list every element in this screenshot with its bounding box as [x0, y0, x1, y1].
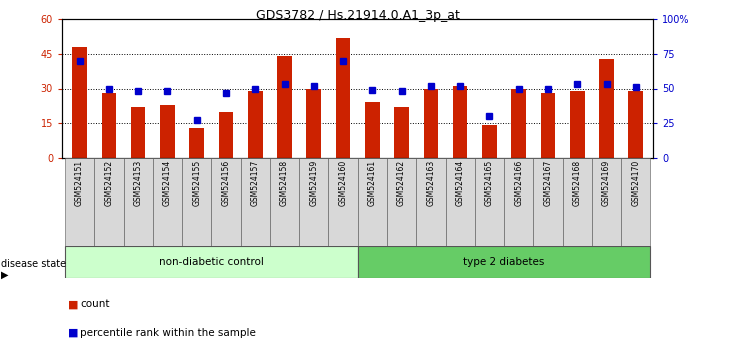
Text: GSM524163: GSM524163 — [426, 160, 435, 206]
Bar — [336, 38, 350, 158]
Text: type 2 diabetes: type 2 diabetes — [464, 257, 545, 267]
Bar — [65, 158, 94, 246]
Text: GSM524158: GSM524158 — [280, 160, 289, 206]
Bar — [131, 107, 145, 158]
Bar — [307, 88, 321, 158]
Text: GSM524154: GSM524154 — [163, 160, 172, 206]
Bar — [72, 47, 87, 158]
Text: non-diabetic control: non-diabetic control — [159, 257, 264, 267]
Text: GSM524159: GSM524159 — [310, 160, 318, 206]
Bar — [416, 158, 445, 246]
Bar — [212, 158, 241, 246]
Bar — [277, 56, 292, 158]
Bar — [241, 158, 270, 246]
Bar — [328, 158, 358, 246]
Bar — [592, 158, 621, 246]
Bar — [534, 158, 563, 246]
Bar — [541, 93, 556, 158]
Bar — [358, 158, 387, 246]
Bar — [299, 158, 328, 246]
Text: GSM524151: GSM524151 — [75, 160, 84, 206]
Bar — [474, 158, 504, 246]
Text: ■: ■ — [68, 328, 78, 338]
Bar — [629, 91, 643, 158]
Text: count: count — [80, 299, 110, 309]
Bar — [512, 88, 526, 158]
Bar — [94, 158, 123, 246]
Bar — [248, 91, 263, 158]
Bar — [153, 158, 182, 246]
Bar — [621, 158, 650, 246]
Text: GSM524170: GSM524170 — [631, 160, 640, 206]
Text: GSM524166: GSM524166 — [514, 160, 523, 206]
Text: GSM524160: GSM524160 — [339, 160, 347, 206]
Text: GSM524164: GSM524164 — [456, 160, 465, 206]
Text: GSM524169: GSM524169 — [602, 160, 611, 206]
Bar — [563, 158, 592, 246]
Text: ■: ■ — [68, 299, 78, 309]
Bar — [365, 102, 380, 158]
Bar — [101, 93, 116, 158]
Bar — [270, 158, 299, 246]
Text: GSM524162: GSM524162 — [397, 160, 406, 206]
Bar — [65, 246, 358, 278]
Bar — [219, 112, 234, 158]
Text: GSM524157: GSM524157 — [250, 160, 260, 206]
Bar — [394, 107, 409, 158]
Text: GSM524152: GSM524152 — [104, 160, 113, 206]
Text: ▶: ▶ — [1, 269, 9, 279]
Bar — [123, 158, 153, 246]
Text: GSM524153: GSM524153 — [134, 160, 142, 206]
Bar — [160, 105, 174, 158]
Text: GSM524156: GSM524156 — [221, 160, 231, 206]
Bar — [504, 158, 534, 246]
Bar — [482, 125, 496, 158]
Bar — [599, 59, 614, 158]
Bar — [445, 158, 475, 246]
Bar — [358, 246, 650, 278]
Bar — [189, 127, 204, 158]
Bar — [182, 158, 212, 246]
Text: GSM524161: GSM524161 — [368, 160, 377, 206]
Bar — [570, 91, 585, 158]
Bar — [423, 88, 438, 158]
Text: GSM524165: GSM524165 — [485, 160, 494, 206]
Text: GSM524167: GSM524167 — [543, 160, 553, 206]
Text: GSM524155: GSM524155 — [192, 160, 201, 206]
Text: disease state: disease state — [1, 259, 66, 269]
Text: percentile rank within the sample: percentile rank within the sample — [80, 328, 256, 338]
Text: GDS3782 / Hs.21914.0.A1_3p_at: GDS3782 / Hs.21914.0.A1_3p_at — [255, 9, 460, 22]
Bar — [453, 86, 467, 158]
Text: GSM524168: GSM524168 — [573, 160, 582, 206]
Bar — [387, 158, 416, 246]
